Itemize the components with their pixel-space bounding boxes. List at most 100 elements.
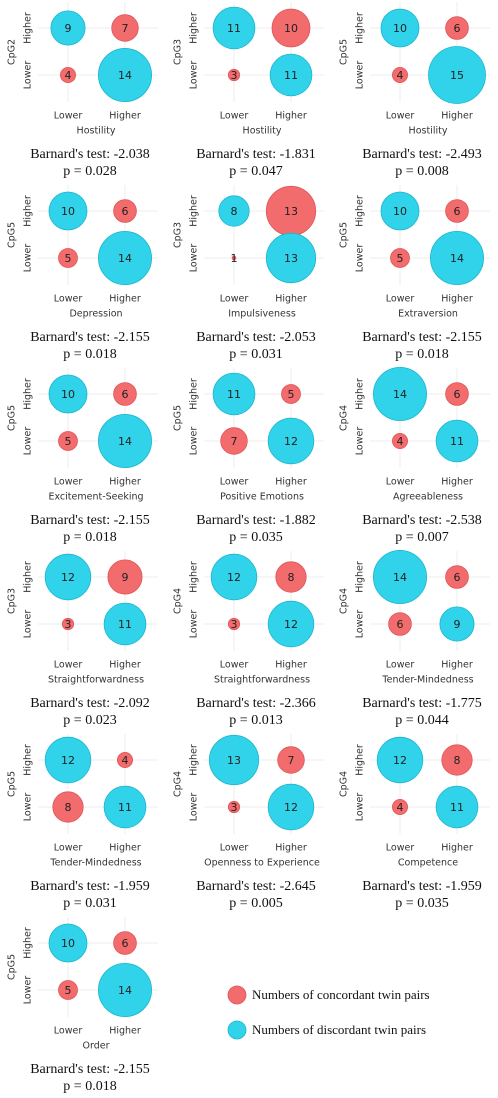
y-tick-label: Lower xyxy=(23,976,34,1005)
x-tick-label: Lower xyxy=(220,111,249,122)
bubble-label: 13 xyxy=(284,205,298,218)
x-axis-label: Depression xyxy=(69,309,122,320)
y-axis-label: CpG4 xyxy=(173,771,184,797)
bubble xyxy=(435,419,479,463)
x-tick-label: Higher xyxy=(275,294,307,305)
bubble xyxy=(445,16,469,40)
bubble xyxy=(430,231,485,286)
bubble xyxy=(212,372,256,416)
y-tick-label: Higher xyxy=(189,561,200,593)
panel: CpG5 Higher Lower Lower Higher Tender-Mindedn… xyxy=(7,734,158,911)
bubble-label: 12 xyxy=(61,571,75,584)
bubble xyxy=(210,553,258,601)
bubble xyxy=(60,67,77,84)
panel: CpG5 Higher Lower Lower Higher Positive Emoti… xyxy=(173,368,324,545)
bubble-label: 3 xyxy=(231,801,238,814)
bubble xyxy=(267,417,315,465)
annotation: p = 0.031 xyxy=(229,347,282,362)
bubble xyxy=(435,785,479,829)
x-tick-label: Lower xyxy=(386,111,415,122)
bubble xyxy=(58,431,78,451)
y-axis-label: CpG5 xyxy=(7,771,18,797)
y-axis-label: CpG4 xyxy=(173,588,184,614)
bubble xyxy=(441,744,473,776)
bubble-label: 10 xyxy=(61,205,75,218)
panel: CpG2 Higher Lower Lower Higher Hostility 9 7 4 14… xyxy=(7,2,158,179)
annotation: Barnard's test: -2.155 xyxy=(30,330,150,345)
bubble-label: 11 xyxy=(118,801,132,814)
bubble xyxy=(275,561,307,593)
bubble-label: 14 xyxy=(393,571,407,584)
bubble-label: 6 xyxy=(454,571,461,584)
bubble-label: 10 xyxy=(61,937,75,950)
bubble-label: 9 xyxy=(122,571,129,584)
x-tick-label: Lower xyxy=(386,843,415,854)
bubble xyxy=(277,746,305,774)
bubble xyxy=(281,384,301,404)
bubble xyxy=(111,14,139,42)
bubble xyxy=(373,549,428,605)
bubble-label: 11 xyxy=(450,435,464,448)
x-tick-label: Higher xyxy=(109,1026,141,1037)
bubble-label: 11 xyxy=(227,22,241,35)
x-tick-label: Lower xyxy=(54,843,83,854)
panel: CpG3 Higher Lower Lower Higher Straightforwar… xyxy=(7,551,158,728)
bubble-label: 10 xyxy=(61,388,75,401)
annotation: p = 0.018 xyxy=(63,1079,116,1094)
bubble-label: 12 xyxy=(227,571,241,584)
bubble-label: 9 xyxy=(454,618,461,631)
panel: CpG5 Higher Lower Lower Higher Excitement-See… xyxy=(7,368,158,545)
bubble-label: 13 xyxy=(284,252,298,265)
bubble-label: 11 xyxy=(227,388,241,401)
y-tick-label: Lower xyxy=(23,244,34,273)
x-tick-label: Lower xyxy=(54,294,83,305)
annotation: Barnard's test: -2.092 xyxy=(30,696,150,711)
bubble xyxy=(428,46,486,104)
y-tick-label: Lower xyxy=(189,793,200,822)
y-axis-label: CpG5 xyxy=(173,405,184,431)
bubble-label: 5 xyxy=(65,435,72,448)
y-tick-label: Higher xyxy=(23,195,34,227)
annotation: Barnard's test: -2.538 xyxy=(362,513,482,528)
bubble xyxy=(380,8,420,48)
x-axis-label: Competence xyxy=(398,858,458,869)
x-axis-label: Order xyxy=(83,1041,110,1052)
bubble-label: 6 xyxy=(122,937,129,950)
bubble xyxy=(267,783,315,831)
panel: CpG3 Higher Lower Lower Higher Impulsiveness 8… xyxy=(173,185,324,362)
annotation: Barnard's test: -2.053 xyxy=(196,330,316,345)
y-tick-label: Lower xyxy=(355,793,366,822)
bubble-label: 15 xyxy=(450,69,464,82)
bubble-label: 14 xyxy=(118,252,132,265)
bubble xyxy=(208,734,260,786)
panel: CpG5 Higher Lower Lower Higher Order 10 6 5 14 Bar… xyxy=(7,917,158,1094)
annotation: Barnard's test: -2.366 xyxy=(196,696,316,711)
x-tick-label: Higher xyxy=(109,477,141,488)
bubble xyxy=(445,199,469,223)
annotation: p = 0.028 xyxy=(63,164,116,179)
bubble xyxy=(390,248,410,268)
y-axis-label: CpG5 xyxy=(7,405,18,431)
x-axis-label: Impulsiveness xyxy=(228,309,296,320)
x-tick-label: Lower xyxy=(220,843,249,854)
bubble-label: 14 xyxy=(118,435,132,448)
panel: CpG4 Higher Lower Lower Higher Openness to Ex… xyxy=(173,734,324,911)
bubble xyxy=(392,67,409,84)
x-axis-label: Extraversion xyxy=(398,309,458,320)
annotation: p = 0.023 xyxy=(63,713,116,728)
x-tick-label: Higher xyxy=(109,843,141,854)
bubble xyxy=(58,248,78,268)
y-tick-label: Higher xyxy=(355,195,366,227)
bubble-label: 4 xyxy=(397,801,404,814)
annotation: Barnard's test: -2.038 xyxy=(30,147,150,162)
annotation: Barnard's test: -1.882 xyxy=(196,513,316,528)
x-tick-label: Higher xyxy=(109,660,141,671)
bubble-label: 13 xyxy=(227,754,241,767)
y-axis-label: CpG4 xyxy=(339,588,350,614)
y-axis-label: CpG5 xyxy=(339,222,350,248)
annotation: Barnard's test: -2.155 xyxy=(30,1062,150,1077)
x-tick-label: Lower xyxy=(220,660,249,671)
annotation: p = 0.007 xyxy=(395,530,448,545)
y-tick-label: Higher xyxy=(23,561,34,593)
